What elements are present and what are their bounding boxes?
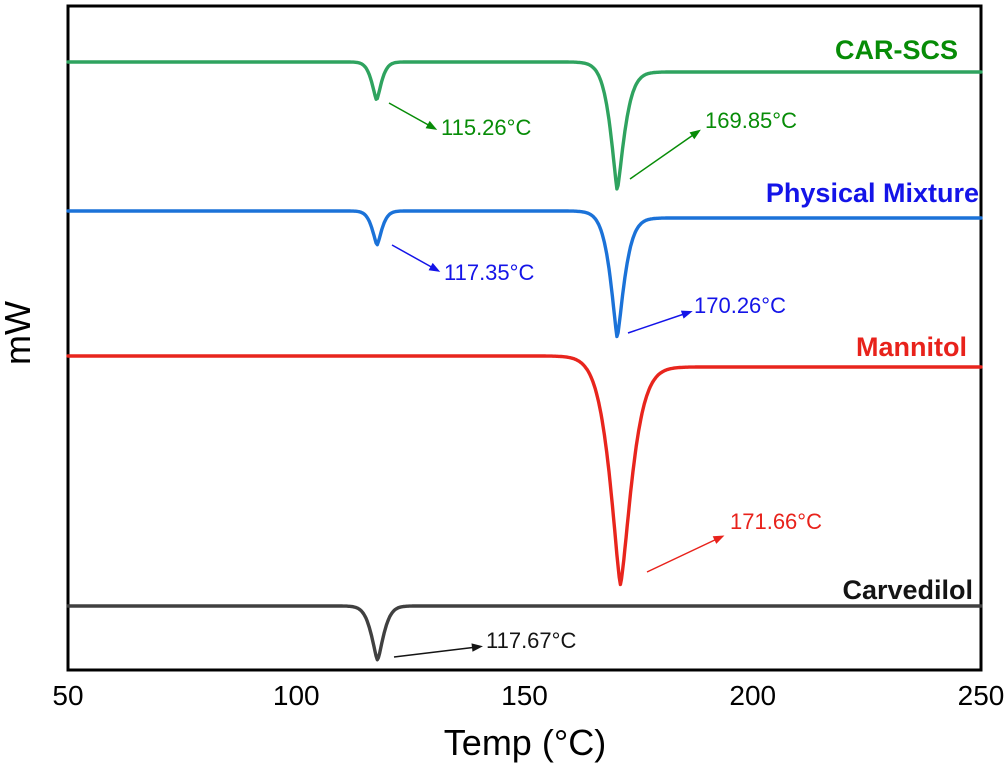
curve-physical-mixture bbox=[66, 209, 983, 339]
peak-annotation-physical-mixture-117.35: 117.35°C bbox=[444, 260, 534, 285]
peak-annotation-carvedilol-117.67: 117.67°C bbox=[486, 628, 576, 653]
series-label-car-scs: CAR-SCS bbox=[835, 35, 958, 65]
x-tick-label-200: 200 bbox=[729, 680, 776, 711]
annotation-arrowhead-physical-mixture-170.26 bbox=[680, 310, 693, 319]
peak-annotation-car-scs-169.85: 169.85°C bbox=[705, 108, 797, 133]
annotation-arrowhead-carvedilol-117.67 bbox=[471, 643, 483, 652]
peak-annotation-car-scs-115.26: 115.26°C bbox=[441, 115, 531, 140]
annotation-arrow-carvedilol-117.67 bbox=[393, 646, 478, 658]
curve-car-scs bbox=[66, 60, 983, 191]
x-tick-label-50: 50 bbox=[52, 680, 83, 711]
x-tick-label-250: 250 bbox=[958, 680, 1004, 711]
annotation-arrowhead-mannitol-171.66 bbox=[712, 535, 725, 544]
x-axis-title: Temp (°C) bbox=[444, 722, 606, 763]
annotation-arrow-physical-mixture-117.35 bbox=[391, 244, 436, 270]
peak-annotation-mannitol-171.66: 171.66°C bbox=[730, 509, 822, 534]
x-tick-label-150: 150 bbox=[501, 680, 548, 711]
annotation-arrow-mannitol-171.66 bbox=[646, 537, 720, 573]
curve-mannitol bbox=[66, 354, 983, 587]
annotation-arrow-physical-mixture-170.26 bbox=[627, 312, 688, 334]
chart-generated-content: 50 100 150 200 250 CAR-SCS 115.26°C 169.85°C Phy… bbox=[52, 4, 1004, 711]
series-label-mannitol: Mannitol bbox=[856, 332, 967, 362]
x-tick-label-100: 100 bbox=[273, 680, 320, 711]
series-label-carvedilol: Carvedilol bbox=[842, 575, 973, 605]
annotation-arrow-car-scs-115.26 bbox=[388, 102, 433, 128]
annotation-arrow-car-scs-169.85 bbox=[629, 132, 697, 180]
curve-carvedilol bbox=[66, 604, 983, 662]
series-label-physical-mixture: Physical Mixture bbox=[766, 178, 979, 208]
annotation-arrowhead-car-scs-169.85 bbox=[689, 129, 701, 140]
plot-frame bbox=[66, 4, 983, 672]
annotation-arrowhead-car-scs-115.26 bbox=[425, 120, 438, 130]
annotation-arrowhead-physical-mixture-117.35 bbox=[428, 262, 441, 272]
y-axis-title: mW bbox=[0, 301, 38, 365]
peak-annotation-physical-mixture-170.26: 170.26°C bbox=[694, 293, 786, 318]
